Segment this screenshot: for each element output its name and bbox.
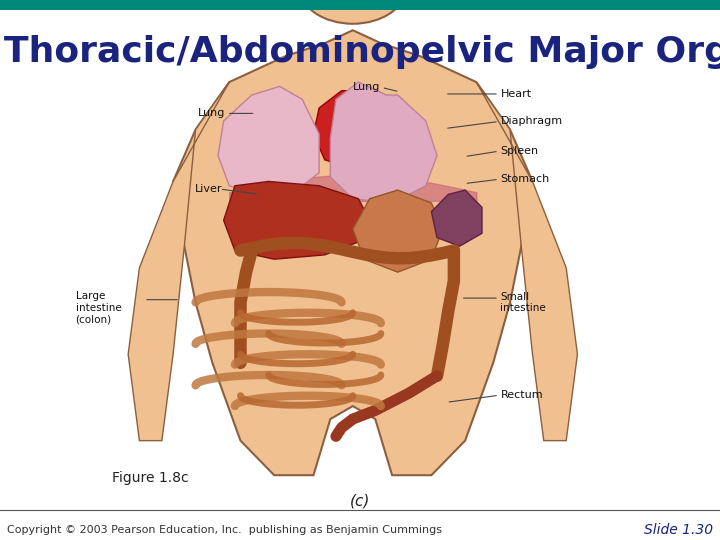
Text: Spleen: Spleen [500,146,539,156]
Polygon shape [330,82,437,203]
Text: Lung: Lung [353,83,380,92]
Ellipse shape [300,0,406,24]
Text: Slide 1.30: Slide 1.30 [644,523,713,537]
Text: Stomach: Stomach [500,174,549,184]
Polygon shape [353,190,443,272]
Polygon shape [224,181,369,259]
Text: Large
intestine
(colon): Large intestine (colon) [76,291,122,325]
Polygon shape [431,190,482,246]
Text: Lung: Lung [198,109,225,118]
Polygon shape [218,86,319,194]
Polygon shape [477,82,577,441]
Text: Diaphragm: Diaphragm [500,117,562,126]
Text: Figure 1.8c: Figure 1.8c [112,471,188,485]
Text: Heart: Heart [500,89,531,99]
Polygon shape [173,30,533,475]
Text: Thoracic/Abdominopelvic Major Organs: Thoracic/Abdominopelvic Major Organs [4,35,720,69]
Text: Small
intestine: Small intestine [500,292,546,313]
Text: (c): (c) [350,494,370,509]
Bar [0,0,720,10]
Text: Rectum: Rectum [500,390,543,400]
Polygon shape [128,82,229,441]
Text: Liver: Liver [194,184,222,194]
Text: Copyright © 2003 Pearson Education, Inc.  publishing as Benjamin Cummings: Copyright © 2003 Pearson Education, Inc.… [7,525,442,535]
Polygon shape [313,91,392,168]
